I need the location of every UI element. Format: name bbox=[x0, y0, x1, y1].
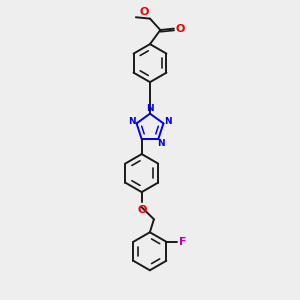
Text: O: O bbox=[176, 24, 185, 34]
Text: O: O bbox=[140, 7, 149, 17]
Text: N: N bbox=[146, 104, 154, 113]
Text: N: N bbox=[164, 117, 172, 126]
Text: F: F bbox=[178, 237, 186, 247]
Text: O: O bbox=[137, 205, 146, 215]
Text: N: N bbox=[158, 139, 165, 148]
Text: N: N bbox=[128, 117, 136, 126]
